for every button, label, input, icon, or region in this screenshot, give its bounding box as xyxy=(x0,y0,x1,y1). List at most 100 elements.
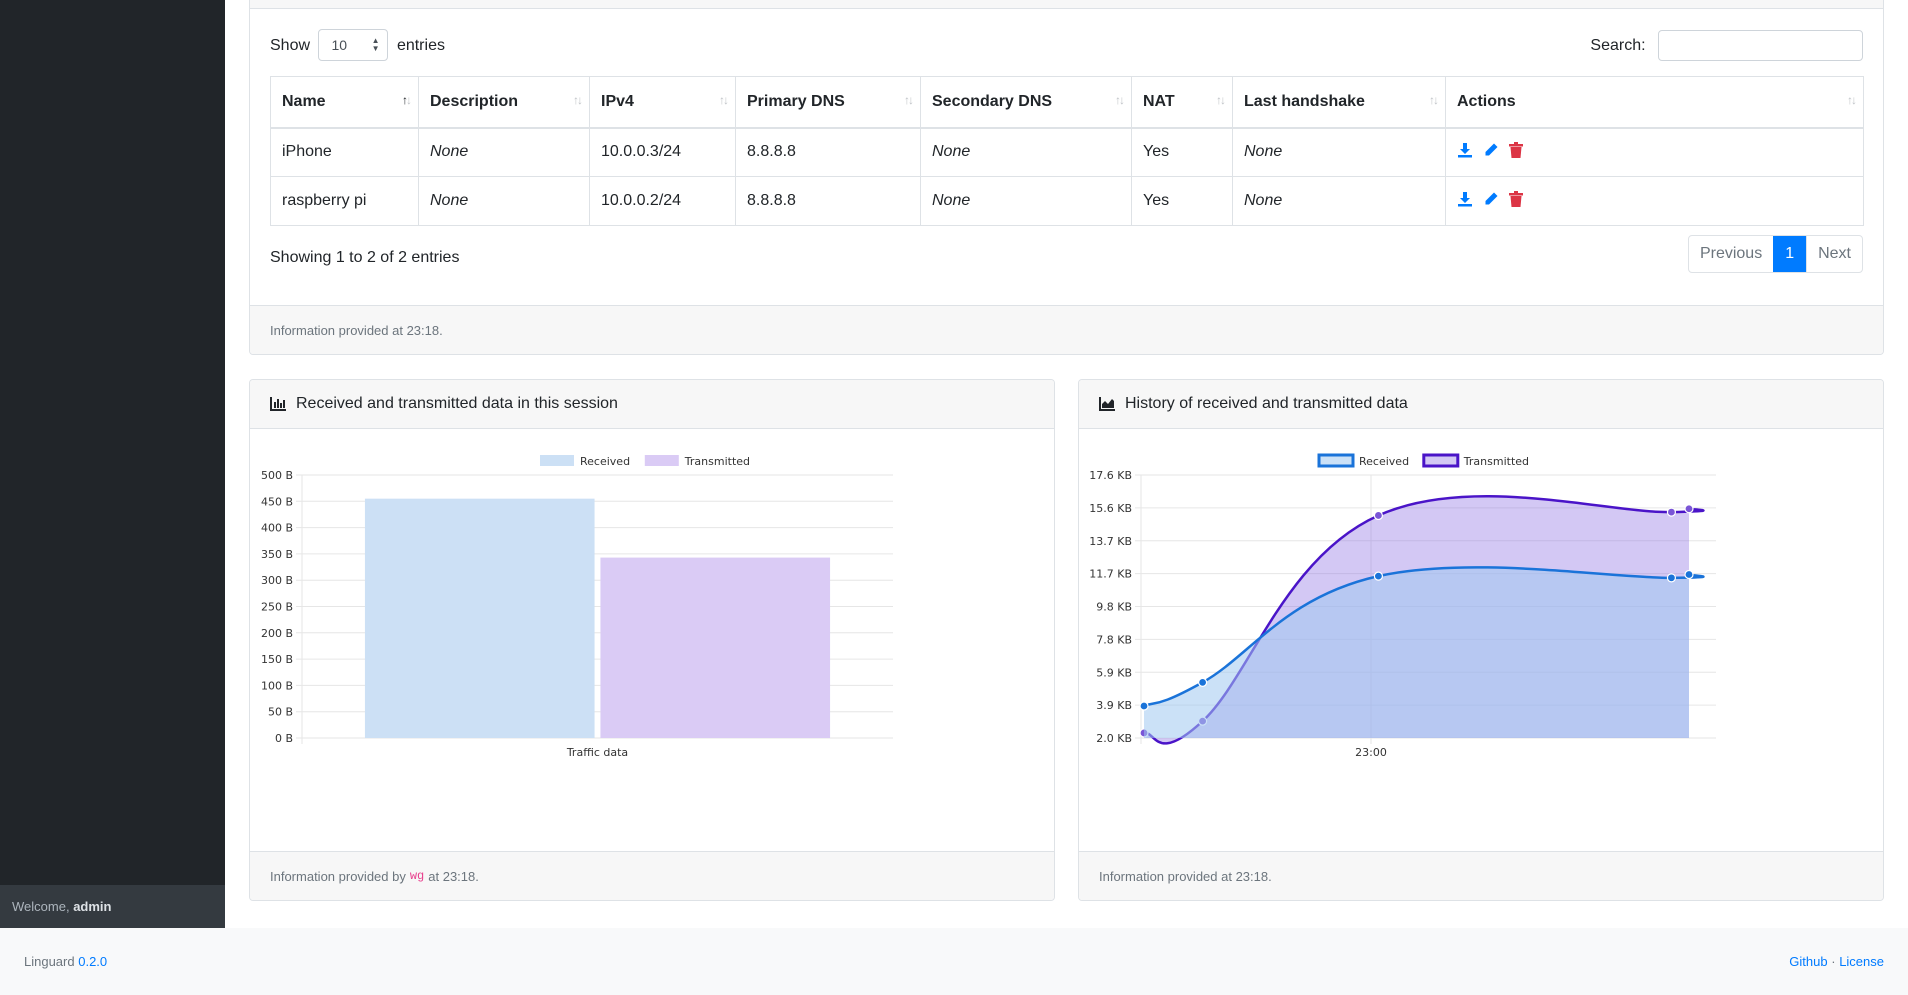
column-header-actions[interactable]: Actions ↑↓ xyxy=(1445,76,1864,129)
cell-nat: Yes xyxy=(1131,127,1233,177)
main-content: Show 10 ▲ ▼ entries Search: Name ↑↓ Descri… xyxy=(225,0,1908,928)
table-row: iPhone None 10.0.0.3/24 8.8.8.8 None Yes… xyxy=(270,127,1864,177)
point-transmitted xyxy=(1373,510,1384,521)
sort-icon: ↑↓ xyxy=(1115,93,1125,107)
column-header-name[interactable]: Name ↑↓ xyxy=(270,76,419,129)
app-version-link[interactable]: 0.2.0 xyxy=(78,954,108,969)
x-tick-label: Traffic data xyxy=(566,746,628,759)
app-name: Linguard xyxy=(24,954,75,969)
point-transmitted xyxy=(1666,507,1677,517)
delete-icon[interactable] xyxy=(1509,190,1523,207)
column-header-ipv4[interactable]: IPv4 ↑↓ xyxy=(589,76,736,129)
cell-actions xyxy=(1445,176,1864,226)
pagination: Previous 1 Next xyxy=(1687,235,1863,273)
cell-primary-dns: 8.8.8.8 xyxy=(735,127,921,177)
peers-card-footer: Information provided at 23:18. xyxy=(250,305,1883,354)
legend-label-received: Received xyxy=(1359,455,1409,468)
history-area-chart: 2.0 KB 3.9 KB 5.9 KB 7.8 KB 9.8 KB 11.7 KB 13.… xyxy=(1089,453,1716,759)
area-chart-icon xyxy=(1099,397,1115,411)
y-tick-label: 15.6 KB xyxy=(1089,502,1132,515)
github-link[interactable]: Github xyxy=(1789,954,1828,969)
datatable-controls: Show 10 ▲ ▼ entries Search: xyxy=(270,29,1863,61)
pagination-next[interactable]: Next xyxy=(1806,236,1862,272)
download-icon[interactable] xyxy=(1457,142,1473,158)
y-tick-label: 200 B xyxy=(261,627,293,640)
sidebar: Welcome, admin xyxy=(0,0,225,928)
download-icon[interactable] xyxy=(1457,191,1473,207)
point-received xyxy=(1684,569,1694,580)
bar-transmitted xyxy=(600,557,831,738)
sort-icon: ↑↓ xyxy=(904,93,914,107)
cell-last-handshake: None xyxy=(1232,176,1446,226)
session-chart-header: Received and transmitted data in this se… xyxy=(250,380,1054,429)
welcome-prefix: Welcome, xyxy=(12,899,70,914)
sort-icon: ↑↓ xyxy=(1429,93,1439,107)
cell-ipv4: 10.0.0.2/24 xyxy=(589,176,736,226)
cell-primary-dns: 8.8.8.8 xyxy=(735,176,921,226)
y-tick-label: 7.8 KB xyxy=(1096,633,1132,646)
pagination-page-1[interactable]: 1 xyxy=(1773,236,1807,272)
y-tick-label: 13.7 KB xyxy=(1089,535,1132,548)
column-header-last-handshake[interactable]: Last handshake ↑↓ xyxy=(1232,76,1446,129)
point-received xyxy=(1139,701,1149,711)
y-tick-label: 9.8 KB xyxy=(1096,601,1132,614)
bar-chart-icon xyxy=(270,397,286,411)
column-header-primary-dns[interactable]: Primary DNS ↑↓ xyxy=(735,76,921,129)
edit-icon[interactable] xyxy=(1483,142,1499,158)
datatable-info: Showing 1 to 2 of 2 entries xyxy=(270,249,460,266)
sort-icon: ↑↓ xyxy=(719,93,729,107)
column-header-description[interactable]: Description ↑↓ xyxy=(418,76,590,129)
show-label: Show xyxy=(270,37,311,54)
peers-card-header xyxy=(250,0,1883,9)
entries-select-value: 10 xyxy=(331,37,348,53)
pagination-previous[interactable]: Previous xyxy=(1699,245,1763,262)
entries-select[interactable]: 10 ▲ ▼ xyxy=(318,29,389,61)
point-received xyxy=(1666,573,1677,583)
footer-suffix: at 23:18. xyxy=(428,868,479,884)
session-chart-title: Received and transmitted data in this se… xyxy=(296,395,618,412)
y-tick-label: 11.7 KB xyxy=(1089,568,1132,581)
datatable-search: Search: xyxy=(1590,29,1863,61)
search-input[interactable] xyxy=(1658,29,1863,61)
table-row: raspberry pi None 10.0.0.2/24 8.8.8.8 No… xyxy=(270,176,1864,226)
point-received xyxy=(1373,571,1384,581)
table-header-row: Name ↑↓ Description ↑↓ IPv4 ↑↓ Primary DNS ↑… xyxy=(270,76,1864,129)
history-chart-footer: Information provided at 23:18. xyxy=(1079,851,1883,900)
delete-icon[interactable] xyxy=(1509,141,1523,158)
point-received xyxy=(1198,677,1208,687)
y-tick-label: 450 B xyxy=(261,495,293,508)
cell-actions xyxy=(1445,127,1864,177)
legend-swatch-transmitted xyxy=(644,455,679,466)
sort-asc-icon: ↑↓ xyxy=(402,93,412,107)
peers-card: Show 10 ▲ ▼ entries Search: Name ↑↓ Descri… xyxy=(249,0,1884,355)
column-header-nat[interactable]: NAT ↑↓ xyxy=(1131,76,1233,129)
y-tick-label: 17.6 KB xyxy=(1089,469,1132,482)
footer-code: wg xyxy=(409,869,425,883)
y-tick-label: 300 B xyxy=(261,574,293,587)
session-bar-chart: 0 B 50 B 100 B 150 B 200 B 250 B 300 B 350 B 400… xyxy=(261,455,893,759)
history-chart-card: History of received and transmitted data… xyxy=(1078,379,1884,901)
y-tick-label: 0 B xyxy=(275,732,293,745)
history-chart-header: History of received and transmitted data xyxy=(1079,380,1883,429)
search-label: Search: xyxy=(1590,36,1646,54)
y-tick-label: 50 B xyxy=(268,706,293,719)
cell-name: raspberry pi xyxy=(270,176,419,226)
column-header-secondary-dns[interactable]: Secondary DNS ↑↓ xyxy=(920,76,1132,129)
cell-name: iPhone xyxy=(270,127,419,177)
cell-description: None xyxy=(418,176,590,226)
y-tick-label: 150 B xyxy=(261,653,293,666)
y-tick-label: 2.0 KB xyxy=(1096,732,1132,745)
license-link[interactable]: License xyxy=(1839,954,1884,969)
sort-icon: ↑↓ xyxy=(573,93,583,107)
welcome-user: admin xyxy=(73,899,112,914)
select-arrows-icon: ▲ ▼ xyxy=(371,36,380,53)
entries-length: Show 10 ▲ ▼ entries xyxy=(270,29,445,61)
y-tick-label: 500 B xyxy=(261,469,293,482)
footer-left: Linguard 0.2.0 xyxy=(24,954,107,969)
point-transmitted xyxy=(1684,504,1694,514)
y-tick-label: 400 B xyxy=(261,522,293,535)
legend-label-transmitted: Transmitted xyxy=(1463,455,1529,468)
y-tick-label: 250 B xyxy=(261,601,293,614)
edit-icon[interactable] xyxy=(1483,191,1499,207)
sort-icon: ↑↓ xyxy=(1216,93,1226,107)
